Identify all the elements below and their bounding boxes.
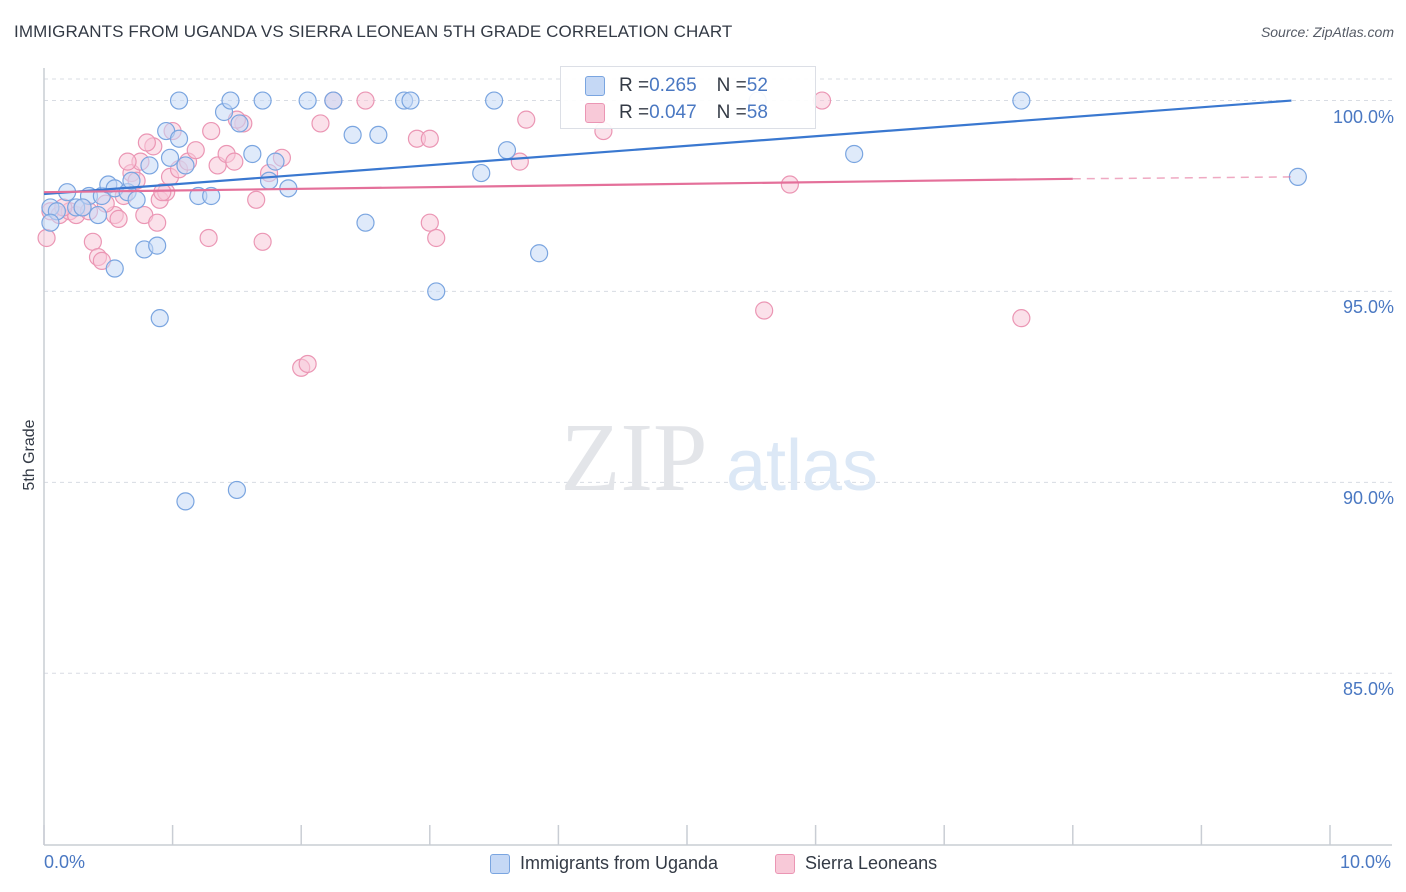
stats-r-label: R = <box>619 75 650 96</box>
stats-row-sierra-leonean: R = 0.047 N = 58 <box>585 100 768 126</box>
data-point-uganda <box>266 152 285 171</box>
x-tick-label-max: 10.0% <box>1340 852 1392 872</box>
data-point-sierra-leonean <box>427 228 446 248</box>
legend-item-uganda[interactable]: Immigrants from Uganda <box>490 853 718 874</box>
legend-swatch-blue <box>490 853 510 874</box>
stats-n-value: 58 <box>746 102 768 123</box>
data-point-sierra-leonean <box>780 175 799 194</box>
legend-label-sierra-leonean: Sierra Leoneans <box>805 853 938 873</box>
stats-n-label: N = <box>716 102 747 123</box>
data-point-uganda <box>105 259 124 278</box>
data-point-sierra-leonean <box>311 114 330 133</box>
data-point-uganda <box>1012 91 1031 110</box>
data-point-uganda <box>343 125 362 145</box>
trend-lines <box>43 99 1292 196</box>
data-point-sierra-leonean <box>253 232 272 251</box>
data-point-uganda <box>472 163 491 183</box>
data-point-uganda <box>845 144 864 164</box>
data-point-uganda <box>176 156 195 175</box>
data-point-uganda <box>88 205 108 225</box>
data-point-uganda <box>243 144 262 164</box>
data-point-uganda <box>259 171 279 190</box>
data-point-uganda <box>227 480 246 500</box>
data-point-uganda <box>530 244 549 263</box>
data-point-uganda <box>427 282 446 301</box>
axes <box>43 68 1392 846</box>
stats-swatch-pink <box>585 103 605 123</box>
chart-title: IMMIGRANTS FROM UGANDA VS SIERRA LEONEAN… <box>14 22 733 41</box>
data-point-uganda <box>176 492 195 511</box>
data-point-uganda <box>169 129 189 148</box>
data-point-sierra-leonean <box>356 91 375 110</box>
data-point-sierra-leonean <box>420 129 439 148</box>
data-point-uganda <box>150 309 169 328</box>
legend-label-uganda: Immigrants from Uganda <box>520 853 719 873</box>
data-point-sierra-leonean <box>118 152 137 171</box>
data-point-uganda <box>160 148 180 167</box>
data-point-uganda <box>73 198 92 217</box>
data-point-uganda <box>230 114 249 133</box>
data-point-sierra-leonean <box>153 183 172 202</box>
data-point-sierra-leonean <box>225 152 244 171</box>
watermark-atlas: atlas <box>726 426 878 506</box>
legend-item-sierra-leonean[interactable]: Sierra Leoneans <box>775 853 937 874</box>
data-point-uganda <box>140 156 159 175</box>
data-point-sierra-leonean <box>247 190 266 209</box>
trend-line-sierra-leonean-extension <box>1072 176 1292 180</box>
y-tick-label: 100.0% <box>1332 106 1394 127</box>
data-point-uganda <box>122 171 141 190</box>
data-point-sierra-leonean <box>755 301 774 320</box>
series-immigrants-from-uganda <box>41 91 1307 511</box>
source-credit: Source: ZipAtlas.com <box>1260 24 1394 40</box>
data-point-sierra-leonean <box>812 91 832 110</box>
data-point-sierra-leonean <box>517 110 536 129</box>
data-point-uganda <box>41 213 60 232</box>
stats-r-value: 0.047 <box>649 102 697 123</box>
data-point-uganda <box>1288 167 1307 186</box>
stats-row-uganda: R = 0.265 N = 52 <box>585 73 768 99</box>
stats-legend-box: R = 0.265 N = 52 R = 0.047 N = 58 <box>560 66 816 129</box>
data-point-sierra-leonean <box>109 209 128 228</box>
data-point-sierra-leonean <box>199 228 218 248</box>
data-point-sierra-leonean <box>83 232 102 251</box>
data-point-sierra-leonean <box>1012 309 1031 328</box>
stats-swatch-blue <box>585 76 605 96</box>
data-point-uganda <box>401 91 420 110</box>
data-point-uganda <box>148 236 167 255</box>
data-point-uganda <box>127 190 146 209</box>
data-point-sierra-leonean <box>148 213 167 232</box>
data-point-sierra-leonean <box>186 141 205 160</box>
data-point-sierra-leonean <box>298 354 317 374</box>
data-point-uganda <box>369 125 388 145</box>
x-tick-label-min: 0.0% <box>44 852 86 872</box>
data-point-sierra-leonean <box>37 228 56 248</box>
data-point-uganda <box>497 141 517 160</box>
data-point-sierra-leonean <box>137 133 156 152</box>
stats-n-label: N = <box>716 75 747 96</box>
data-point-uganda <box>356 213 375 232</box>
data-point-sierra-leonean <box>202 121 221 141</box>
gridlines <box>44 78 1392 674</box>
y-tick-label: 90.0% <box>1342 488 1394 509</box>
data-point-uganda <box>324 91 343 110</box>
data-point-sierra-leonean <box>420 213 439 232</box>
trend-line-uganda <box>43 99 1292 196</box>
watermark: ZIP atlas <box>561 404 879 512</box>
trend-line-sierra-leonean <box>43 177 1073 194</box>
data-point-uganda <box>221 91 240 110</box>
watermark-zip: ZIP <box>561 404 708 512</box>
data-point-uganda <box>485 91 504 110</box>
stats-n-value: 52 <box>746 75 768 96</box>
y-tick-label: 95.0% <box>1342 297 1394 318</box>
y-tick-label: 85.0% <box>1342 679 1394 700</box>
data-point-uganda <box>298 91 317 110</box>
legend-swatch-pink <box>775 853 795 874</box>
stats-r-value: 0.265 <box>649 75 697 96</box>
data-point-uganda <box>169 91 189 110</box>
data-point-uganda <box>253 91 272 110</box>
stats-r-label: R = <box>619 102 650 123</box>
bottom-legend: Immigrants from Uganda Sierra Leoneans <box>0 850 1406 880</box>
data-point-uganda <box>202 186 221 206</box>
